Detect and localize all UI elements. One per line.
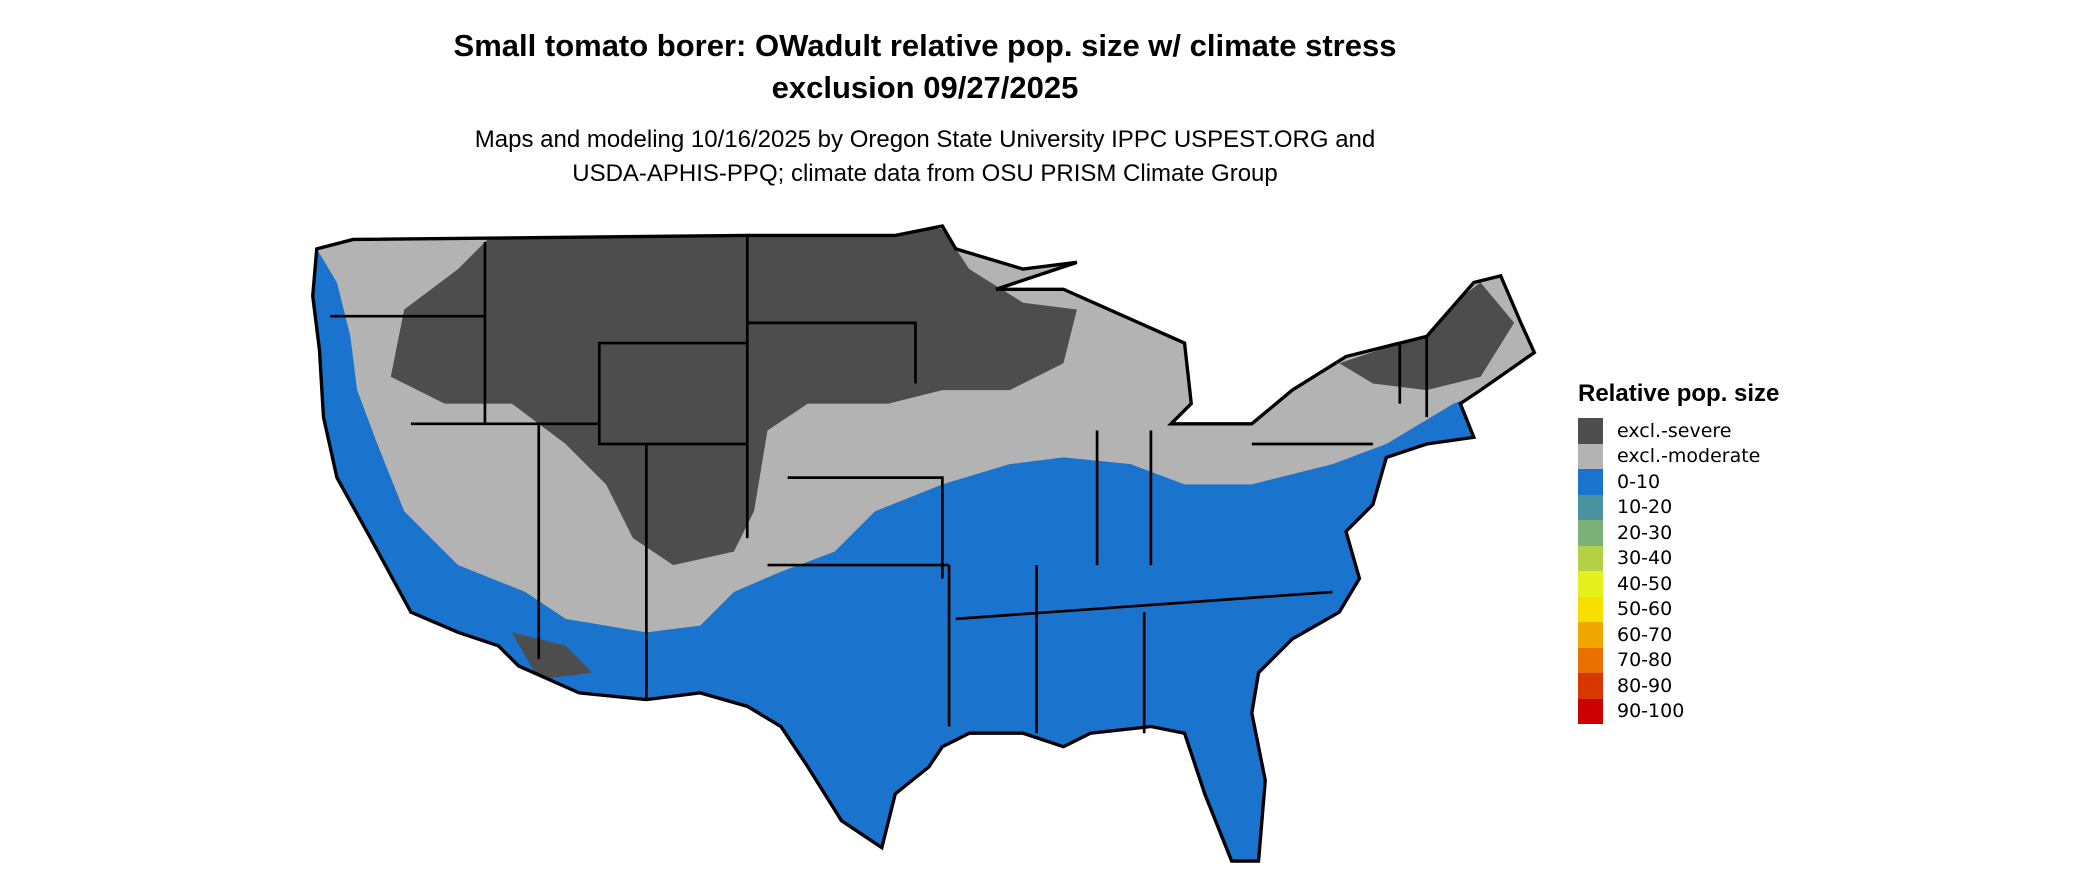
legend-item: 80-90 xyxy=(1578,673,1779,699)
legend-swatch xyxy=(1578,571,1603,597)
legend-label: 60-70 xyxy=(1617,623,1673,646)
legend-label: excl.-severe xyxy=(1617,419,1732,442)
legend-item: 0-10 xyxy=(1578,469,1779,495)
legend-item: 40-50 xyxy=(1578,571,1779,597)
legend-label: 70-80 xyxy=(1617,649,1673,672)
legend-swatch xyxy=(1578,494,1603,520)
legend-label: 0-10 xyxy=(1617,470,1661,493)
legend-item: excl.-moderate xyxy=(1578,443,1779,469)
legend-item: excl.-severe xyxy=(1578,418,1779,444)
map-subtitle-line2: USDA-APHIS-PPQ; climate data from OSU PR… xyxy=(572,160,1278,187)
legend-swatch xyxy=(1578,418,1603,444)
legend-label: 10-20 xyxy=(1617,496,1673,519)
map-title-line2: exclusion 09/27/2025 xyxy=(771,70,1079,105)
map-subtitle-line1: Maps and modeling 10/16/2025 by Oregon S… xyxy=(474,126,1376,153)
legend-label: 80-90 xyxy=(1617,674,1673,697)
legend-item: 10-20 xyxy=(1578,494,1779,520)
legend-title: Relative pop. size xyxy=(1578,380,1780,407)
state-borders xyxy=(330,235,1429,734)
legend-item: 50-60 xyxy=(1578,596,1779,622)
legend: Relative pop. size excl.-severe excl.-mod… xyxy=(1578,380,1779,724)
map-title-line1: Small tomato borer: OWadult relative pop… xyxy=(453,28,1397,63)
legend-swatch xyxy=(1578,622,1603,648)
legend-label: excl.-moderate xyxy=(1617,445,1761,468)
legend-label: 30-40 xyxy=(1617,547,1673,570)
zone-excl-severe xyxy=(390,228,1077,566)
legend-item: 30-40 xyxy=(1578,545,1779,571)
legend-swatch xyxy=(1578,647,1603,673)
legend-swatch xyxy=(1578,545,1603,571)
legend-label: 50-60 xyxy=(1617,598,1673,621)
legend-label: 20-30 xyxy=(1617,521,1673,544)
legend-swatch xyxy=(1578,673,1603,699)
legend-label: 40-50 xyxy=(1617,572,1673,595)
legend-item: 90-100 xyxy=(1578,698,1779,724)
legend-swatch xyxy=(1578,469,1603,495)
legend-swatch xyxy=(1578,698,1603,724)
zone-excl-severe xyxy=(511,632,593,680)
legend-item: 70-80 xyxy=(1578,647,1779,673)
legend-item: 20-30 xyxy=(1578,520,1779,546)
legend-label: 90-100 xyxy=(1617,700,1685,723)
legend-swatch xyxy=(1578,443,1603,469)
legend-item: 60-70 xyxy=(1578,622,1779,648)
legend-swatch xyxy=(1578,596,1603,622)
legend-swatch xyxy=(1578,520,1603,546)
